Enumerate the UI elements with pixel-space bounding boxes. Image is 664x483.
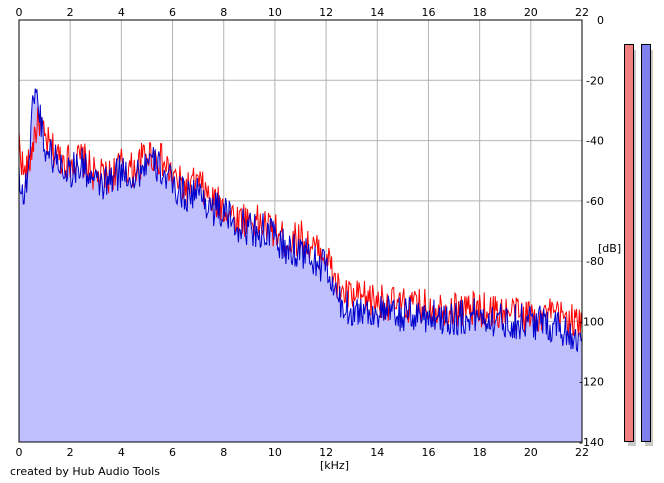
x-tick-top-3: 6 xyxy=(169,6,176,19)
x-tick-top-4: 8 xyxy=(220,6,227,19)
x-tick-bottom-1: 2 xyxy=(67,446,74,459)
x-tick-top-0: 0 xyxy=(16,6,23,19)
x-tick-top-9: 18 xyxy=(473,6,487,19)
y-tick-0: 0 xyxy=(597,14,604,27)
level-meter-left xyxy=(624,44,634,442)
credit-text: created by Hub Audio Tools xyxy=(10,465,160,478)
x-tick-top-8: 16 xyxy=(421,6,435,19)
y-tick-6: -120 xyxy=(579,376,604,389)
plot-frame xyxy=(18,19,583,443)
x-tick-bottom-0: 0 xyxy=(16,446,23,459)
x-tick-bottom-4: 8 xyxy=(220,446,227,459)
x-axis-label: [kHz] xyxy=(320,459,349,472)
spectrum-fill-area xyxy=(19,88,582,442)
y-tick-2: -40 xyxy=(586,135,604,148)
x-tick-top-6: 12 xyxy=(319,6,333,19)
x-tick-bottom-10: 20 xyxy=(524,446,538,459)
series-group xyxy=(18,88,583,353)
x-tick-top-2: 4 xyxy=(118,6,125,19)
x-tick-bottom-7: 14 xyxy=(370,446,384,459)
x-tick-bottom-3: 6 xyxy=(169,446,176,459)
tick-labels: 002244668810101212141416161818202022220-… xyxy=(16,6,605,459)
x-tick-bottom-6: 12 xyxy=(319,446,333,459)
x-tick-top-10: 20 xyxy=(524,6,538,19)
x-tick-top-5: 10 xyxy=(268,6,282,19)
y-tick-5: -100 xyxy=(579,315,604,328)
y-tick-7: -140 xyxy=(579,436,604,449)
x-tick-bottom-5: 10 xyxy=(268,446,282,459)
x-tick-top-11: 22 xyxy=(575,6,589,19)
x-tick-bottom-11: 22 xyxy=(575,446,589,459)
x-tick-bottom-9: 18 xyxy=(473,446,487,459)
series-line-1 xyxy=(18,88,583,353)
x-tick-bottom-2: 4 xyxy=(118,446,125,459)
y-tick-1: -20 xyxy=(586,74,604,87)
y-tick-3: -60 xyxy=(586,195,604,208)
level-meter-right xyxy=(641,44,651,442)
x-tick-bottom-8: 16 xyxy=(421,446,435,459)
y-axis-label: [dB] xyxy=(598,242,621,255)
x-tick-top-1: 2 xyxy=(67,6,74,19)
x-tick-top-7: 14 xyxy=(370,6,384,19)
y-tick-4: -80 xyxy=(586,255,604,268)
